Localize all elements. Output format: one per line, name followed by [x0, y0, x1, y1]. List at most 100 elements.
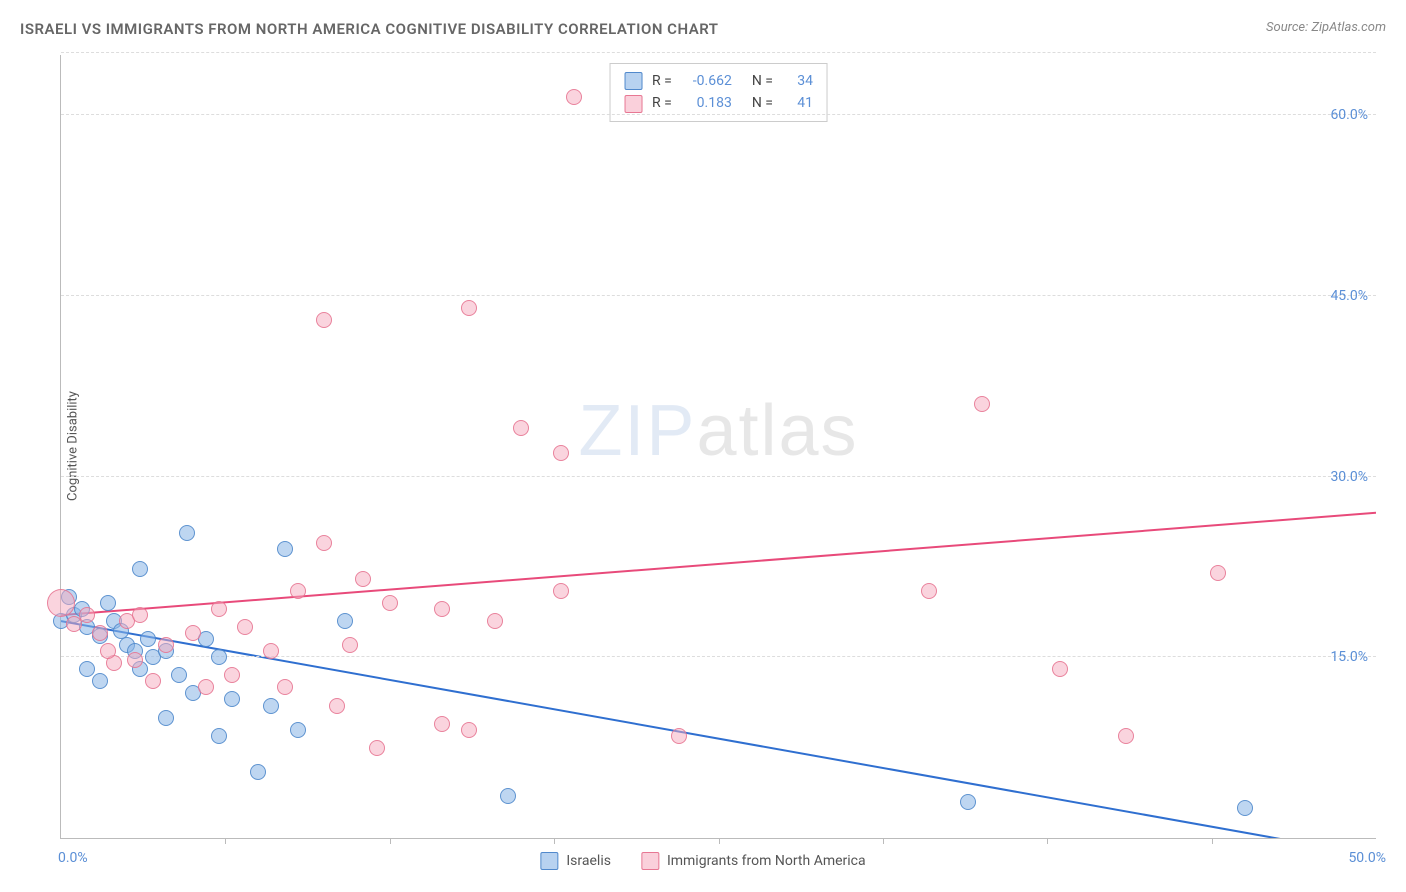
x-tick — [883, 838, 884, 844]
scatter-point — [263, 643, 279, 659]
watermark-thin: atlas — [696, 391, 858, 471]
scatter-point — [316, 312, 332, 328]
n-label: N = — [752, 70, 773, 92]
scatter-point — [132, 561, 148, 577]
source-attribution: Source: ZipAtlas.com — [1266, 20, 1386, 35]
scatter-point — [198, 679, 214, 695]
scatter-point — [566, 89, 582, 105]
legend-row: R = 0.183 N = 41 — [624, 92, 813, 114]
scatter-point — [224, 667, 240, 683]
scatter-point — [250, 764, 266, 780]
scatter-point — [290, 583, 306, 599]
chart-title: ISRAELI VS IMMIGRANTS FROM NORTH AMERICA… — [20, 20, 719, 38]
scatter-point — [140, 631, 156, 647]
scatter-point — [277, 679, 293, 695]
scatter-point — [127, 652, 143, 668]
scatter-point — [382, 595, 398, 611]
gridline-h — [61, 476, 1376, 477]
scatter-point — [553, 583, 569, 599]
x-tick — [1047, 838, 1048, 844]
scatter-point — [179, 525, 195, 541]
scatter-point — [277, 541, 293, 557]
scatter-point — [461, 722, 477, 738]
r-value-pink: 0.183 — [682, 92, 732, 114]
watermark-bold: ZIP — [578, 391, 696, 471]
y-tick-label: 45.0% — [1330, 288, 1368, 304]
scatter-point — [1237, 800, 1253, 816]
scatter-point — [92, 673, 108, 689]
scatter-point — [434, 601, 450, 617]
x-tick — [719, 838, 720, 844]
scatter-point — [211, 601, 227, 617]
scatter-point — [145, 673, 161, 689]
scatter-point — [185, 625, 201, 641]
scatter-point — [329, 698, 345, 714]
scatter-point — [211, 649, 227, 665]
scatter-point — [263, 698, 279, 714]
watermark: ZIPatlas — [578, 390, 858, 472]
legend-label-blue: Israelis — [566, 853, 611, 869]
trend-line — [61, 621, 1376, 838]
scatter-point — [671, 728, 687, 744]
scatter-point — [100, 595, 116, 611]
legend-swatch-pink — [641, 852, 659, 870]
x-tick — [554, 838, 555, 844]
scatter-point — [500, 788, 516, 804]
n-value-pink: 41 — [783, 92, 813, 114]
gridline-h — [61, 656, 1376, 657]
legend-item: Immigrants from North America — [641, 852, 866, 870]
scatter-point — [79, 661, 95, 677]
scatter-point — [337, 613, 353, 629]
legend-swatch-blue — [540, 852, 558, 870]
gridline-h — [61, 295, 1376, 296]
scatter-point — [960, 794, 976, 810]
scatter-point — [513, 420, 529, 436]
scatter-point — [974, 396, 990, 412]
scatter-point — [434, 716, 450, 732]
scatter-point — [355, 571, 371, 587]
scatter-point — [369, 740, 385, 756]
correlation-legend: R = -0.662 N = 34 R = 0.183 N = 41 — [609, 63, 828, 122]
scatter-point — [100, 643, 116, 659]
y-tick-label: 60.0% — [1330, 107, 1368, 123]
x-tick — [225, 838, 226, 844]
scatter-point — [47, 589, 75, 617]
trend-line — [61, 513, 1376, 615]
series-legend: Israelis Immigrants from North America — [540, 852, 865, 870]
scatter-point — [158, 637, 174, 653]
scatter-point — [921, 583, 937, 599]
scatter-point — [158, 710, 174, 726]
legend-swatch-pink — [624, 95, 642, 113]
scatter-point — [171, 667, 187, 683]
scatter-point — [237, 619, 253, 635]
x-tick — [390, 838, 391, 844]
r-label: R = — [652, 92, 672, 114]
y-tick-label: 15.0% — [1330, 649, 1368, 665]
scatter-point — [211, 728, 227, 744]
legend-item: Israelis — [540, 852, 611, 870]
scatter-point — [79, 607, 95, 623]
r-value-blue: -0.662 — [682, 70, 732, 92]
scatter-point — [1118, 728, 1134, 744]
legend-swatch-blue — [624, 72, 642, 90]
gridline-h — [61, 52, 1376, 53]
n-label: N = — [752, 92, 773, 114]
scatter-point — [487, 613, 503, 629]
plot-area: ZIPatlas R = -0.662 N = 34 R = 0.183 N =… — [60, 55, 1376, 839]
source-label: Source: — [1266, 20, 1311, 35]
scatter-point — [92, 625, 108, 641]
chart-container: ISRAELI VS IMMIGRANTS FROM NORTH AMERICA… — [0, 0, 1406, 892]
scatter-point — [1052, 661, 1068, 677]
scatter-point — [342, 637, 358, 653]
scatter-point — [461, 300, 477, 316]
x-tick-label-max: 50.0% — [1348, 850, 1386, 866]
x-tick — [1212, 838, 1213, 844]
legend-label-pink: Immigrants from North America — [667, 853, 866, 869]
scatter-point — [1210, 565, 1226, 581]
y-tick-label: 30.0% — [1330, 469, 1368, 485]
r-label: R = — [652, 70, 672, 92]
source-name: ZipAtlas.com — [1311, 20, 1386, 35]
x-tick-label-min: 0.0% — [58, 850, 88, 866]
scatter-point — [290, 722, 306, 738]
scatter-point — [132, 607, 148, 623]
